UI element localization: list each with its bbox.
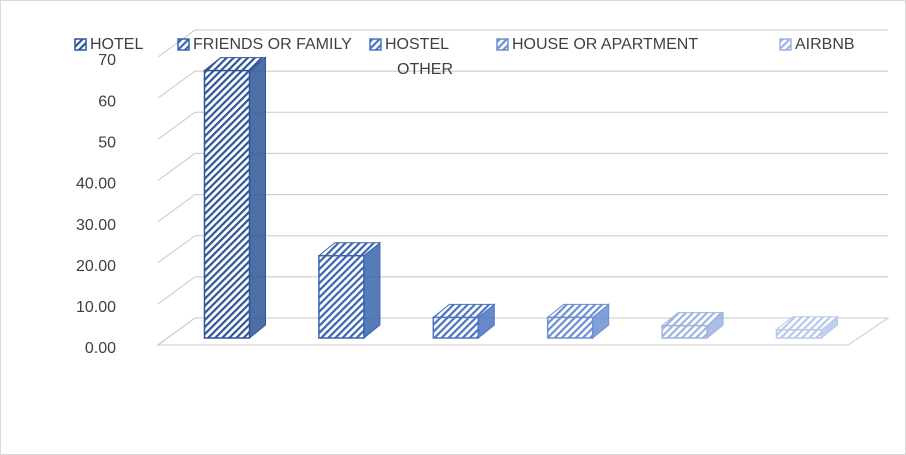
bar-front (432, 316, 480, 339)
bar (660, 311, 725, 340)
bar-front (318, 254, 365, 339)
grid-line (157, 276, 888, 305)
bar-side (249, 56, 266, 340)
grid-line (157, 152, 888, 181)
grid-line (157, 29, 888, 58)
bar-front (661, 324, 708, 339)
legend-swatch (496, 38, 509, 51)
bar-front (203, 69, 251, 339)
bar-side (363, 241, 381, 340)
legend-swatch (369, 38, 382, 51)
legend-swatch (177, 38, 190, 51)
grid-line (157, 235, 888, 264)
y-tick-label: 10.00 (76, 299, 116, 316)
grid-line (157, 111, 888, 140)
grid-line (157, 194, 888, 222)
legend-label: AIRBNB (795, 36, 855, 53)
bar-front (546, 316, 594, 339)
grid-line (157, 317, 888, 346)
bar (203, 56, 267, 340)
y-tick-label: 60 (98, 93, 116, 110)
bar (775, 315, 839, 340)
legend-label: HOTEL (90, 36, 143, 53)
bar (546, 303, 611, 340)
legend-swatch (779, 38, 792, 51)
y-tick-label: 50 (98, 135, 116, 152)
legend-label: HOSTEL (385, 36, 449, 53)
bar-front (775, 329, 823, 339)
y-tick-label: 20.00 (76, 258, 116, 275)
legend-label: HOUSE OR APARTMENT (512, 36, 698, 53)
bar (431, 303, 496, 340)
y-tick-label: 40.00 (76, 176, 116, 193)
grid-line (157, 70, 888, 99)
y-tick-label: 70 (98, 52, 116, 69)
legend-label: OTHER (397, 61, 453, 78)
bar (317, 241, 382, 340)
y-tick-label: 30.00 (76, 217, 116, 234)
legend-swatch (74, 38, 87, 51)
y-tick-label: 0.00 (85, 340, 116, 357)
legend-label: FRIENDS OR FAMILY (193, 36, 352, 53)
